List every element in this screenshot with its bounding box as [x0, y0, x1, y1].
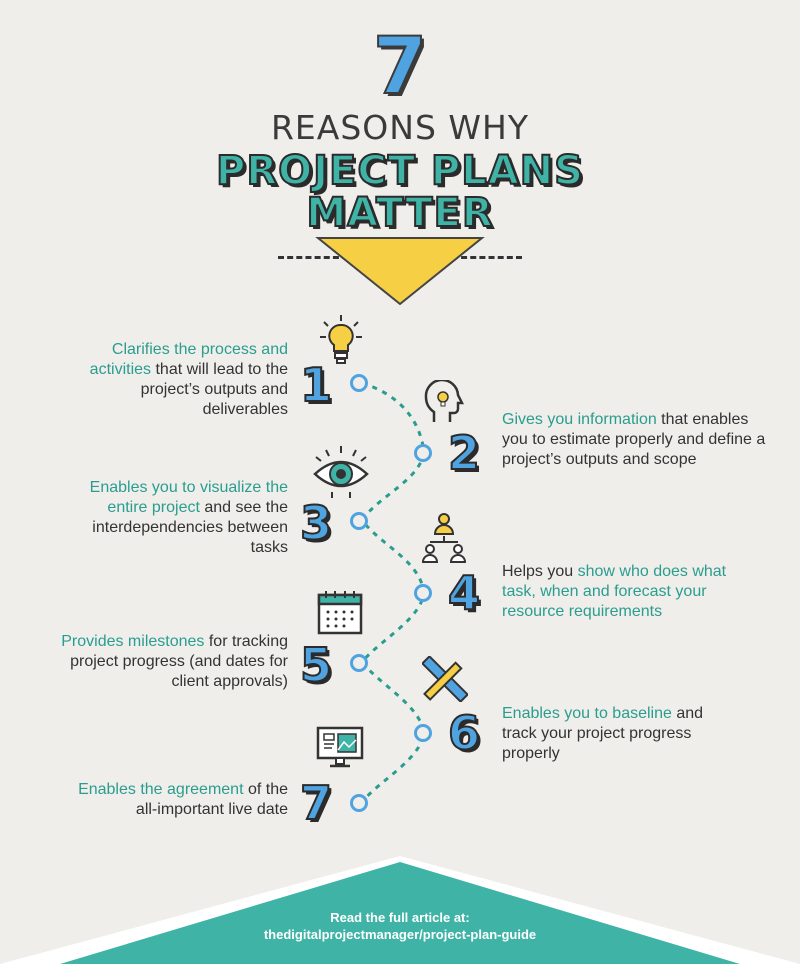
reason-3-highlight: Enables you to visualize the entire proj…: [89, 479, 288, 516]
reason-4-highlight: show who does what task, when and foreca…: [502, 563, 727, 620]
reason-3-rest: and see the interdependencies between ta…: [92, 499, 288, 556]
step-number-4: 4: [447, 566, 481, 620]
timeline-node-6: [414, 724, 432, 742]
reason-1-text: Clarifies the process and activities tha…: [58, 340, 288, 420]
timeline-node-2: [414, 444, 432, 462]
reason-2-rest: that enables you to estimate properly an…: [502, 411, 766, 468]
reason-2-highlight: Gives you information: [502, 411, 657, 428]
title-matter-line: MATTER: [305, 190, 494, 236]
title-number: 7: [372, 22, 428, 112]
reason-7-rest: of the all-important live date: [135, 781, 288, 818]
ruler-pencil-icon: [422, 656, 468, 702]
reason-6-highlight: Enables you to baseline: [502, 705, 672, 722]
timeline-node-1: [350, 374, 368, 392]
reason-3-text: Enables you to visualize the entire proj…: [58, 478, 288, 558]
reason-6-text: Enables you to baseline and track your p…: [502, 704, 722, 764]
reason-5-rest: for tracking project progress (and dates…: [70, 633, 288, 690]
footer-banner: [0, 856, 800, 964]
reason-1-highlight: Clarifies the process and activities: [89, 341, 288, 378]
team-hierarchy-icon: [421, 513, 467, 563]
title-reasons-why: REASONS WHY: [270, 108, 529, 147]
head-idea-icon: [424, 380, 465, 422]
step-number-6: 6: [447, 706, 481, 760]
reason-2-text: Gives you information that enables you t…: [502, 410, 772, 470]
reason-7-highlight: Enables the agreement: [78, 781, 244, 798]
reason-5-text: Provides milestones for tracking project…: [40, 632, 288, 692]
lightbulb-icon: [320, 315, 362, 364]
down-triangle-icon: [315, 237, 485, 306]
reason-5-highlight: Provides milestones: [61, 633, 205, 650]
step-number-1: 1: [299, 358, 333, 412]
timeline-node-4: [414, 584, 432, 602]
reason-7-text: Enables the agreement of the all-importa…: [58, 780, 288, 820]
timeline-node-7: [350, 794, 368, 812]
reason-1-rest: that will lead to the project’s outputs …: [140, 361, 288, 418]
step-number-7: 7: [299, 776, 333, 830]
title-project-plans-line: PROJECT PLANS: [215, 148, 584, 194]
step-number-5: 5: [299, 638, 333, 692]
reason-4-pre: Helps you: [502, 563, 578, 580]
footer-read-label: Read the full article at:: [330, 910, 470, 925]
step-number-2: 2: [447, 426, 481, 480]
step-number-3: 3: [299, 496, 333, 550]
footer-link[interactable]: thedigitalprojectmanager/project-plan-gu…: [263, 927, 537, 942]
timeline-node-3: [350, 512, 368, 530]
title-project-plans: PROJECT PLANS MATTER: [0, 148, 800, 236]
calendar-icon: [317, 591, 363, 635]
eye-icon: [313, 446, 369, 498]
reason-6-rest: and track your project progress properly: [502, 705, 704, 762]
monitor-icon: [316, 726, 364, 768]
timeline-node-5: [350, 654, 368, 672]
reason-4-text: Helps you show who does what task, when …: [502, 562, 752, 622]
